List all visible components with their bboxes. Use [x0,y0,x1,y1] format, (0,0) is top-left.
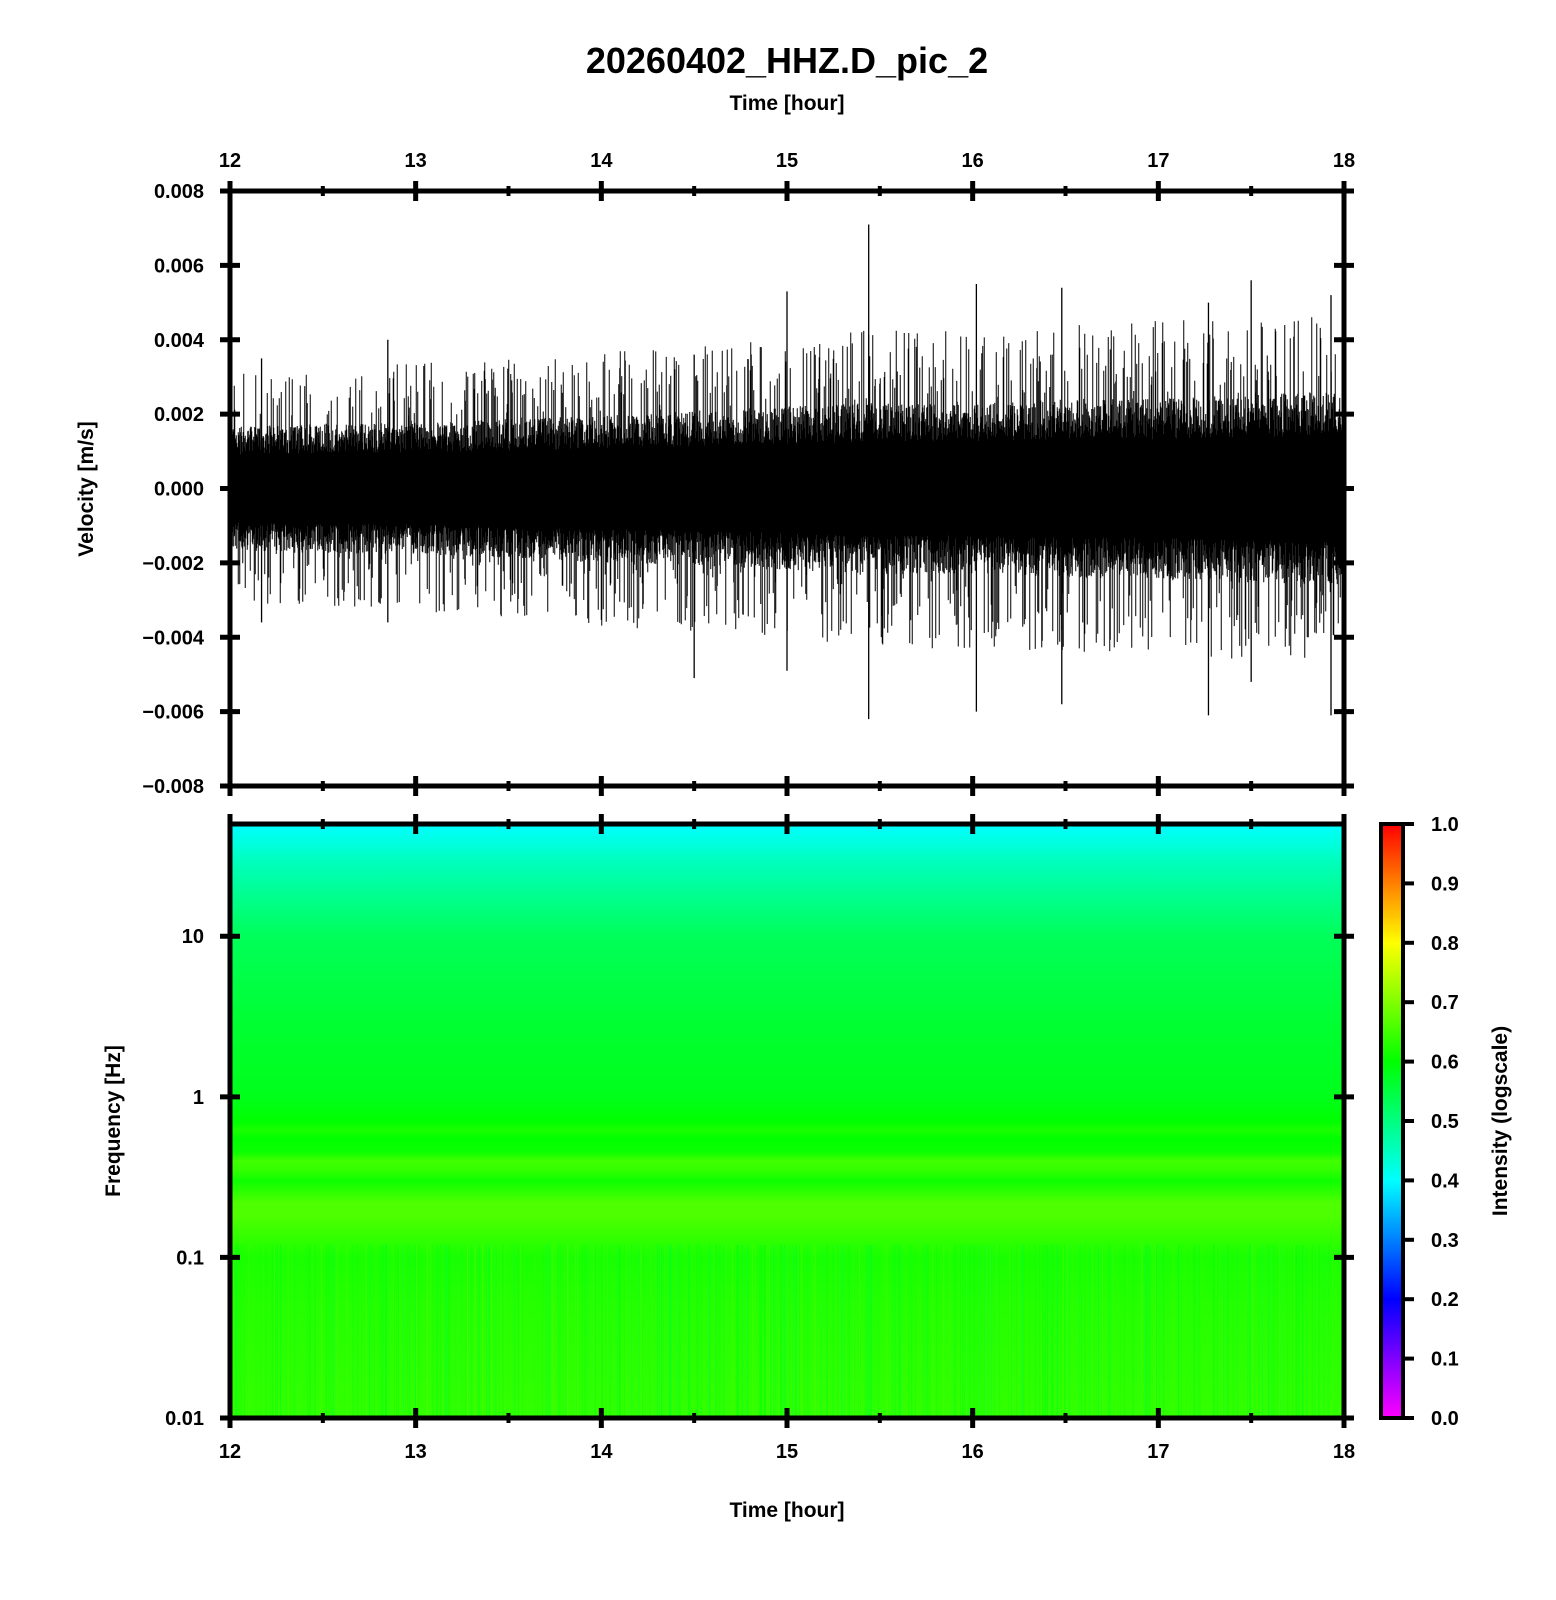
colorbar-tick-label: 0.0 [1431,1408,1459,1430]
spectrogram-x-axis-label: Time [hour] [729,1499,844,1522]
spectrogram-y-tick-label: 10 [182,926,204,948]
waveform-y-tick-label: 0.008 [154,181,204,203]
top-x-axis-label: Time [hour] [729,92,844,115]
colorbar-ticks: 0.0 0.1 0.2 0.3 0.4 0.5 0.6 0.7 0.8 0.9 1.0 [1403,814,1460,1430]
spectrogram-y-tick-label: 0.01 [165,1408,204,1430]
colorbar-tick-label: 0.8 [1431,933,1459,955]
waveform-y-tick-label: 0.000 [154,479,204,501]
spectrogram-x-tick-label: 13 [405,1441,427,1463]
spectrogram-x-tick-label: 16 [962,1441,984,1463]
colorbar-tick-label: 0.2 [1431,1289,1459,1311]
spectrogram-x-tick-label: 14 [590,1441,613,1463]
spectrogram-x-tick-label: 17 [1147,1441,1169,1463]
waveform-x-tick-label: 12 [219,150,241,172]
colorbar-tick-label: 0.1 [1431,1349,1459,1371]
colorbar-tick-label: 0.9 [1431,873,1459,895]
colorbar-tick-label: 0.4 [1431,1170,1460,1192]
colorbar-tick-label: 1.0 [1431,814,1459,836]
waveform-x-tick-label: 13 [405,150,427,172]
waveform-x-tick-label: 15 [776,150,798,172]
spectrogram-stripes [230,1244,1338,1418]
waveform-y-tick-label: −0.008 [142,776,204,798]
spectrogram-frame [227,821,1347,1421]
waveform-y-tick-label: 0.006 [154,255,204,277]
chart-title: 20260402_HHZ.D_pic_2 [586,40,988,81]
spectrogram-fill [230,824,1344,1418]
colorbar-tick-label: 0.7 [1431,992,1459,1014]
waveform-y-tick-label: −0.004 [142,627,205,649]
spectrogram-y-tick-label: 0.1 [176,1247,204,1269]
waveform-x-tick-label: 14 [590,150,613,172]
spectrogram-x-tick-label: 12 [219,1441,241,1463]
colorbar-tick-label: 0.3 [1431,1230,1459,1252]
waveform-trace [230,224,1344,720]
waveform-y-axis-label: Velocity [m/s] [75,421,98,556]
waveform-frame [227,188,1347,789]
waveform-panel: 12 13 14 15 16 17 18 −0.008 −0.006 −0.004 −0.002 0.… [75,150,1355,798]
spectrogram-y-axis-label: Frequency [Hz] [102,1045,125,1197]
colorbar: 0.0 0.1 0.2 0.3 0.4 0.5 0.6 0.7 0.8 0.9 1.0 Intens… [1379,814,1512,1430]
waveform-x-tick-label: 17 [1147,150,1169,172]
spectrogram-x-tick-label: 15 [776,1441,798,1463]
waveform-y-tick-label: −0.006 [142,702,204,724]
colorbar-tick-label: 0.6 [1431,1052,1459,1074]
colorbar-tick-label: 0.5 [1431,1111,1459,1133]
waveform-y-tick-label: 0.004 [154,330,205,352]
waveform-x-tick-label: 16 [962,150,984,172]
waveform-x-tick-label: 18 [1333,150,1355,172]
spectrogram-y-tick-label: 1 [193,1087,204,1109]
spectrogram-x-tick-label: 18 [1333,1441,1355,1463]
waveform-y-tick-label: 0.002 [154,404,204,426]
colorbar-label: Intensity (logscale) [1489,1026,1512,1216]
waveform-y-tick-label: −0.002 [142,553,204,575]
colorbar-gradient [1381,824,1403,1418]
